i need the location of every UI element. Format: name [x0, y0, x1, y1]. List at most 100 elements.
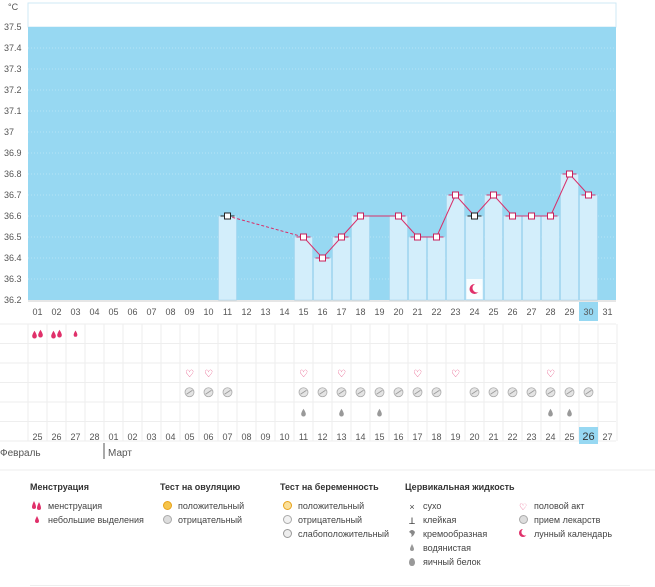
legend-label: яичный белок — [423, 557, 481, 567]
pill-line — [547, 389, 554, 395]
legend-label: лунный календарь — [534, 529, 613, 539]
temperature-point — [509, 212, 516, 220]
symptom-grid — [0, 323, 618, 442]
calendar-date-label: 25 — [564, 432, 574, 442]
legend-label: прием лекарств — [534, 515, 601, 525]
legend-item: отрицательный — [280, 513, 389, 527]
symptom-icons: ♡ ♡ ♡ ♡ ♡ ♡ ♡ — [32, 329, 594, 417]
y-tick-label: 36.4 — [4, 253, 22, 263]
cycle-day-label: 29 — [564, 307, 574, 317]
pill-line — [509, 389, 516, 395]
legend-pregnancy-test: Тест на беременность положительный отриц… — [280, 482, 389, 541]
calendar-date-label: 03 — [146, 432, 156, 442]
y-tick-label: 36.3 — [4, 274, 22, 284]
calendar-date-label: 02 — [127, 432, 137, 442]
calendar-date-label: 28 — [89, 432, 99, 442]
menstruation-drops-icon — [30, 500, 44, 514]
cycle-day-label: 19 — [374, 307, 384, 317]
calendar-date-label: 06 — [203, 432, 213, 442]
temperature-bar — [389, 215, 408, 301]
temperature-bar — [408, 236, 427, 301]
calendar-date-label: 16 — [393, 432, 403, 442]
calendar-date-label: 05 — [184, 432, 194, 442]
legend-item: менструация — [30, 499, 144, 513]
legend-item: положительный — [280, 499, 389, 513]
pill-line — [490, 389, 497, 395]
temperature-bar — [332, 236, 351, 301]
cycle-day-label: 25 — [488, 307, 498, 317]
calendar-date-label: 22 — [507, 432, 517, 442]
legend-item: ꓕ клейкая — [405, 513, 515, 527]
cycle-day-label: 10 — [203, 307, 213, 317]
cycle-day-label: 06 — [127, 307, 137, 317]
calendar-date-label: 07 — [222, 432, 232, 442]
legend-label: менструация — [48, 501, 103, 511]
moon-marker — [466, 279, 483, 299]
temperature-bar — [560, 173, 579, 301]
legend-menstruation: Менструация менструация небольшие выделе… — [30, 482, 144, 527]
temperature-bar — [484, 194, 503, 301]
legend-label: положительный — [298, 501, 365, 511]
spotting-drop-icon — [30, 514, 44, 528]
y-tick-label: 37.4 — [4, 43, 22, 53]
temperature-point — [471, 212, 478, 220]
legend-label: клейкая — [423, 515, 457, 525]
today-highlight — [579, 427, 598, 444]
temperature-line — [436, 194, 456, 238]
menstruation-drop-icon — [32, 330, 37, 339]
cycle-day-label: 30 — [583, 307, 593, 317]
pill-line — [319, 389, 326, 395]
temperature-point — [490, 191, 497, 199]
pill-line — [433, 389, 440, 395]
calendar-date-label: 20 — [469, 432, 479, 442]
watery-icon — [405, 542, 419, 556]
y-tick-label: 36.2 — [4, 295, 22, 305]
y-tick-label: 37.2 — [4, 85, 22, 95]
calendar-date-label: 17 — [412, 432, 422, 442]
temperature-point — [547, 212, 554, 220]
calendar-date-label: 18 — [431, 432, 441, 442]
temperature-point — [414, 233, 421, 241]
sticky-icon: ꓕ — [409, 515, 415, 526]
y-tick-label: 36.6 — [4, 211, 22, 221]
calendar-date-label: 24 — [545, 432, 555, 442]
calendar-date-label: 26 — [51, 432, 61, 442]
calendar-date-label: 21 — [488, 432, 498, 442]
footer-line — [30, 585, 630, 586]
legend-pregnancy-title: Тест на беременность — [280, 482, 379, 492]
pregnancy-positive-icon — [280, 500, 294, 514]
cycle-day-row: 01 02 03 04 05 06 07 08 09 10 11 12 13 14 15 16 17 18 19 20… — [28, 300, 616, 321]
cycle-day-label: 17 — [336, 307, 346, 317]
temperature-bar — [313, 257, 332, 301]
legend-label: отрицательный — [298, 515, 363, 525]
temperature-point — [395, 212, 402, 220]
moon-icon — [516, 528, 530, 542]
temperature-point — [338, 233, 345, 241]
legend-item: небольшие выделения — [30, 513, 144, 527]
heart-icon: ♡ — [546, 369, 555, 380]
menstruation-drop-icon — [51, 330, 56, 339]
pill-line — [224, 389, 231, 395]
calendar-date-label: 01 — [108, 432, 118, 442]
legend-label: отрицательный — [178, 515, 243, 525]
cycle-day-label: 05 — [108, 307, 118, 317]
temperature-point — [528, 212, 535, 220]
legend-label: водянистая — [423, 543, 472, 553]
calendar-date-label: 15 — [374, 432, 384, 442]
cycle-day-label: 07 — [146, 307, 156, 317]
cycle-day-label: 18 — [355, 307, 365, 317]
cycle-day-label: 28 — [545, 307, 555, 317]
legend-other: ♡ половой акт прием лекарств лунный кален… — [516, 482, 612, 541]
pill-line — [585, 389, 592, 395]
temperature-gap-line — [227, 215, 304, 238]
cycle-day-label: 22 — [431, 307, 441, 317]
cycle-day-label: 21 — [412, 307, 422, 317]
calendar-date-label: 13 — [336, 432, 346, 442]
heart-icon: ♡ — [185, 369, 194, 380]
dry-icon: × — [409, 501, 415, 512]
y-tick-label: 37 — [4, 127, 14, 137]
egg-white-icon — [405, 556, 419, 570]
pill-icon — [516, 514, 530, 528]
y-tick-label: 36.7 — [4, 190, 22, 200]
